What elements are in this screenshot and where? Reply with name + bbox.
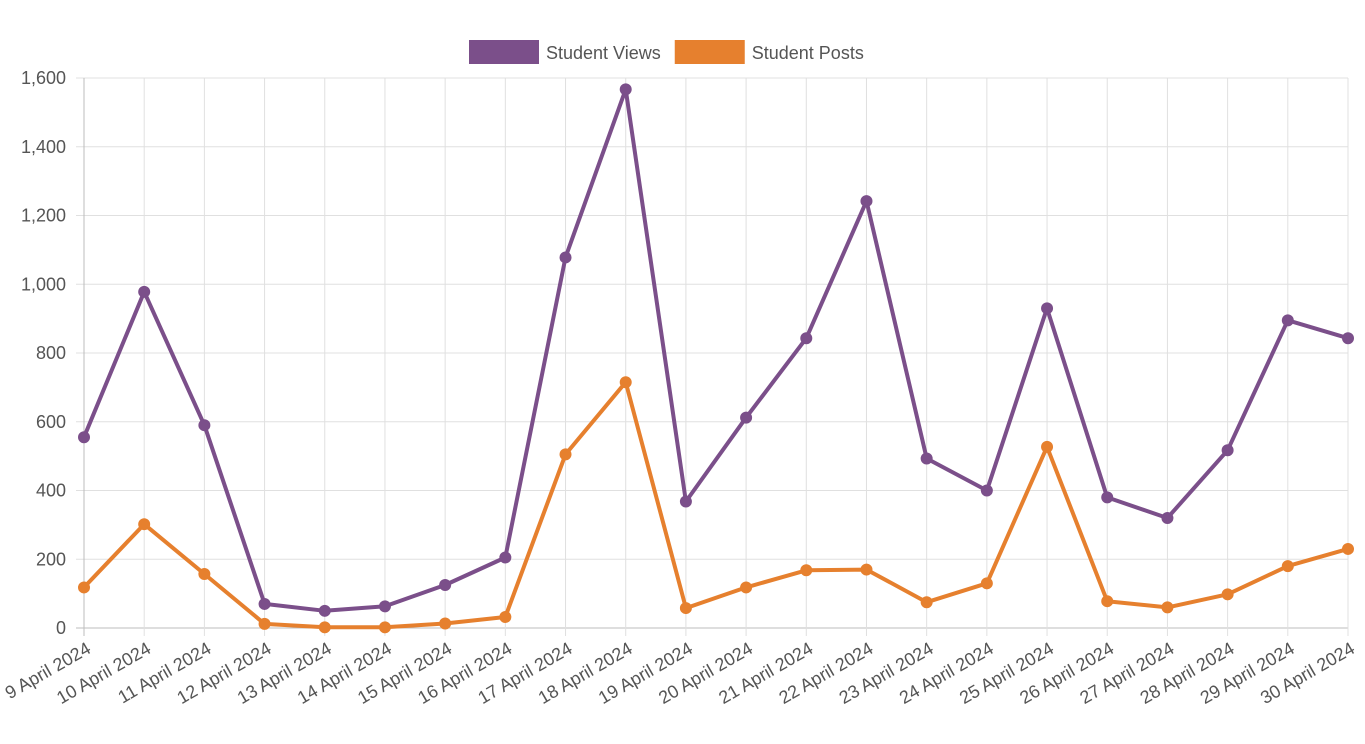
data-point (138, 285, 151, 298)
data-point (860, 195, 873, 208)
data-point (740, 411, 753, 424)
legend-label: Student Views (546, 43, 661, 63)
data-point (1342, 332, 1354, 345)
y-tick-label: 0 (56, 618, 66, 638)
data-point (920, 452, 933, 465)
data-point (318, 604, 331, 617)
data-point (439, 579, 452, 592)
y-tick-label: 1,000 (21, 274, 66, 294)
data-point (740, 581, 753, 594)
data-point (499, 551, 512, 564)
data-point (1101, 491, 1114, 504)
data-point (559, 251, 572, 264)
data-point (1221, 444, 1234, 457)
data-point (78, 431, 90, 444)
data-point (860, 563, 873, 576)
data-point (78, 581, 90, 594)
series-layer (78, 83, 1354, 634)
y-tick-label: 1,600 (21, 68, 66, 88)
series-line-student-posts (82, 380, 1350, 630)
y-tick-label: 400 (36, 481, 66, 501)
data-point (980, 484, 993, 497)
data-point (619, 83, 632, 96)
series-line-student-views (82, 87, 1350, 613)
data-point (1161, 601, 1174, 614)
data-point (800, 564, 813, 577)
data-point (920, 596, 933, 609)
data-point (378, 600, 391, 613)
data-point (1342, 542, 1354, 555)
y-tick-label: 800 (36, 343, 66, 363)
y-tick-label: 200 (36, 549, 66, 569)
data-point (980, 577, 993, 590)
y-tick-label: 1,400 (21, 137, 66, 157)
data-point (258, 617, 271, 630)
data-point (198, 419, 211, 432)
legend-label: Student Posts (752, 43, 864, 63)
data-point (138, 518, 151, 531)
data-point (679, 495, 692, 508)
data-point (559, 448, 572, 461)
chart-legend: Student Views Student Posts (469, 40, 864, 64)
y-tick-label: 1,200 (21, 206, 66, 226)
legend-swatch (469, 40, 539, 64)
data-point (1221, 588, 1234, 601)
data-point (378, 621, 391, 634)
data-point (499, 611, 512, 623)
data-point (198, 568, 211, 581)
data-point (1281, 314, 1294, 327)
data-point (1161, 512, 1174, 524)
data-point (1281, 560, 1294, 573)
data-point (1041, 302, 1054, 315)
y-tick-label: 600 (36, 412, 66, 432)
y-axis: 0 200 400 600 800 1,000 1,200 1,400 1,600 (21, 68, 66, 638)
data-point (1041, 440, 1054, 453)
data-point (439, 617, 452, 630)
legend-swatch (674, 40, 745, 64)
chart-grid (76, 77, 1349, 636)
data-point (318, 621, 331, 634)
data-point (800, 332, 813, 345)
data-point (258, 597, 271, 610)
data-point (1101, 595, 1114, 608)
data-point (679, 602, 692, 615)
data-point (619, 376, 632, 389)
